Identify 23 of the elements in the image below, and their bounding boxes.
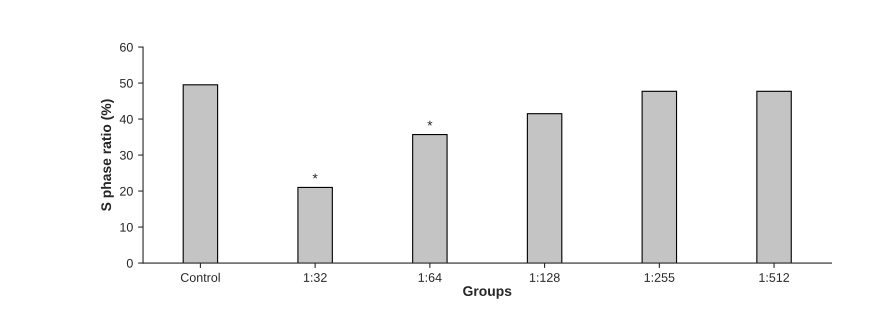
x-tick-label: 1:32	[304, 273, 327, 282]
x-tick-label: 1:64	[418, 273, 442, 282]
y-tick-label: 60	[120, 42, 133, 52]
y-axis-title: S phase ratio (%)	[100, 99, 114, 211]
y-tick-label: 30	[120, 150, 133, 160]
bar	[182, 84, 218, 264]
annotation: *	[427, 120, 432, 126]
bar	[297, 186, 333, 264]
y-tick-label: 40	[120, 114, 133, 124]
bar	[642, 90, 678, 264]
x-tick-label: 1:512	[759, 273, 790, 282]
bar	[412, 134, 448, 264]
y-tick-label: 20	[120, 186, 133, 196]
annotation: *	[312, 174, 318, 178]
y-tick-label: 50	[120, 78, 133, 88]
x-tick-label: 1:128	[530, 273, 560, 282]
x-axis-title: Groups	[463, 286, 512, 299]
x-tick-label: Control	[180, 272, 220, 282]
bar	[756, 90, 792, 264]
bar	[526, 113, 562, 264]
x-tick-label: 1:255	[644, 273, 674, 282]
y-tick-label: 10	[120, 222, 133, 232]
y-tick-label: 0	[126, 258, 133, 268]
